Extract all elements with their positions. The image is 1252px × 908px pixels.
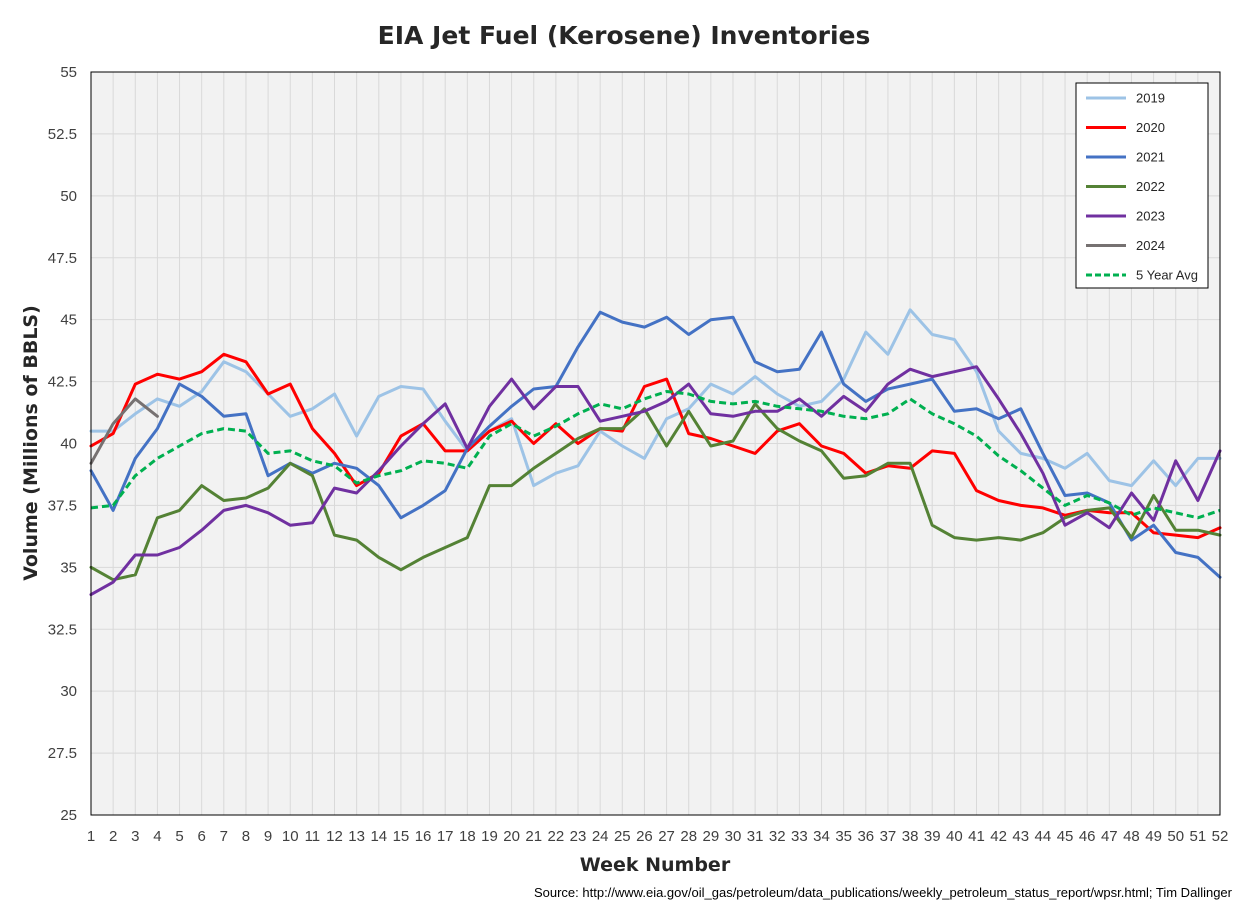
x-tick-label: 36 [857,828,874,845]
x-tick-label: 42 [990,828,1007,845]
y-tick-label: 25 [60,807,77,824]
x-tick-label: 29 [702,828,719,845]
y-axis-title: Volume (Millions of BBLS) [20,305,42,581]
x-tick-label: 4 [153,828,161,845]
x-tick-label: 8 [242,828,250,845]
x-tick-label: 3 [131,828,139,845]
x-tick-label: 45 [1057,828,1074,845]
x-tick-label: 22 [548,828,565,845]
legend-label: 2024 [1136,238,1165,253]
x-tick-label: 5 [175,828,183,845]
x-tick-label: 27 [658,828,675,845]
y-tick-label: 55 [60,64,77,81]
y-tick-label: 40 [60,436,77,453]
x-tick-label: 6 [198,828,206,845]
x-tick-label: 13 [348,828,365,845]
x-tick-label: 38 [902,828,919,845]
x-tick-label: 47 [1101,828,1118,845]
x-tick-label: 26 [636,828,653,845]
x-tick-label: 40 [946,828,963,845]
x-tick-labels: 1 2 3 4 5 6 7 8 9 10 11 12 13 14 15 16 17 18 19 20 21 22 23 24 2… [87,828,1229,845]
x-tick-label: 25 [614,828,631,845]
x-tick-label: 2 [109,828,117,845]
y-tick-label: 35 [60,559,77,576]
x-tick-label: 33 [791,828,808,845]
series-line-5-year-avg [90,390,1221,520]
legend-label: 2020 [1136,120,1165,135]
series-line-2023 [89,365,1222,597]
x-tick-label: 11 [305,828,321,845]
y-tick-label: 27.5 [48,745,77,762]
x-tick-label: 23 [570,828,587,845]
y-tick-labels: 25 27.5 30 32.5 35 37.5 40 42.5 45 47.5 50 52.5 55 [48,64,77,824]
x-tick-label: 30 [725,828,742,845]
x-axis-title: Week Number [580,854,731,876]
x-tick-label: 16 [415,828,432,845]
source-note: Source: http://www.eia.gov/oil_gas/petro… [534,885,1233,900]
legend-label: 2023 [1136,209,1165,224]
y-tick-label: 52.5 [48,126,77,143]
x-tick-label: 51 [1190,828,1207,845]
series-layer [89,308,1222,597]
x-tick-label: 41 [968,828,985,845]
x-tick-label: 52 [1212,828,1229,845]
x-tick-label: 1 [87,828,95,845]
x-tick-label: 19 [481,828,498,845]
legend-label: 2022 [1136,179,1165,194]
x-tick-label: 7 [220,828,228,845]
x-tick-label: 14 [370,828,387,845]
series-line-2021 [89,310,1222,579]
legend-label: 5 Year Avg [1136,268,1198,283]
x-tick-label: 9 [264,828,272,845]
plot-border [90,71,1221,816]
x-tick-label: 46 [1079,828,1096,845]
legend: 2019 2020 2021 2022 2023 2024 5 Year Avg [1075,82,1209,289]
x-tick-label: 48 [1123,828,1140,845]
x-tick-label: 28 [680,828,697,845]
x-tick-label: 21 [525,828,542,845]
legend-label: 2021 [1136,150,1165,165]
x-tick-label: 31 [747,828,764,845]
y-tick-label: 42.5 [48,374,77,391]
x-tick-label: 20 [503,828,520,845]
x-tick-label: 35 [835,828,852,845]
x-tick-label: 32 [769,828,786,845]
y-tick-label: 30 [60,683,77,700]
y-tick-label: 50 [60,188,77,205]
series-line-2022 [89,402,1222,582]
x-tick-label: 44 [1035,828,1052,845]
y-tick-label: 32.5 [48,621,77,638]
chart-title: EIA Jet Fuel (Kerosene) Inventories [378,21,871,50]
x-tick-label: 15 [393,828,410,845]
y-tick-label: 47.5 [48,250,77,267]
legend-label: 2019 [1136,91,1165,106]
x-tick-label: 39 [924,828,941,845]
x-tick-label: 37 [880,828,897,845]
x-tick-label: 49 [1145,828,1162,845]
x-tick-label: 10 [282,828,299,845]
series-line-2024 [89,397,159,465]
legend-items: 2019 2020 2021 2022 2023 2024 5 Year Avg [1086,91,1198,283]
x-tick-label: 12 [326,828,343,845]
x-tick-label: 18 [459,828,476,845]
y-tick-label: 45 [60,312,77,329]
x-tick-label: 17 [437,828,454,845]
y-tick-label: 37.5 [48,497,77,514]
x-tick-label: 50 [1167,828,1184,845]
x-tick-label: 43 [1012,828,1029,845]
series-line-2020 [89,352,1222,540]
x-tick-label: 34 [813,828,830,845]
x-tick-label: 24 [592,828,609,845]
